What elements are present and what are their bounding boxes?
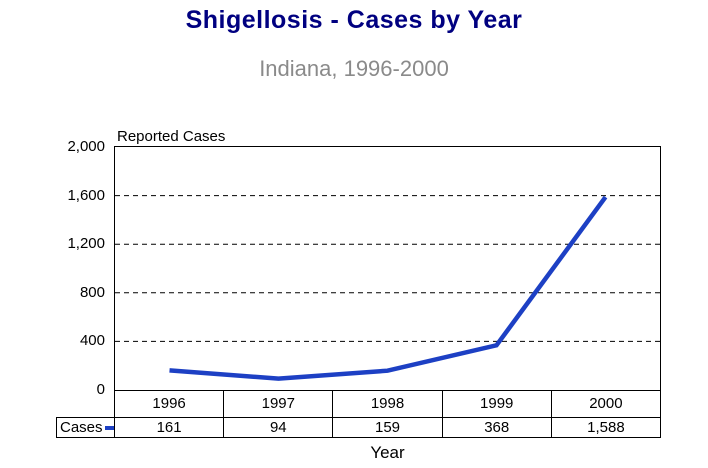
y-tick-label-800: 800 [79, 283, 105, 301]
y-tick-label-1,600: 1,600 [67, 186, 105, 204]
cases-series-line [169, 195, 608, 381]
y-tick-label-1,200: 1,200 [67, 235, 105, 253]
year-header-cell: 1996 [115, 391, 225, 417]
year-header-cell: 1998 [333, 391, 443, 417]
table-row-years: 1996 1997 1998 1999 2000 [115, 391, 660, 418]
y-tick-label-400: 400 [79, 332, 105, 350]
x-axis-title: Year [370, 443, 405, 462]
value-cell: 161 [115, 418, 225, 437]
value-cell: 94 [224, 418, 334, 437]
year-header-cell: 1999 [443, 391, 552, 417]
y-tick-label-0: 0 [96, 381, 105, 398]
chart-title: Shigellosis - Cases by Year [185, 6, 523, 34]
year-header-cell: 1997 [224, 391, 334, 417]
line-series-swatch-icon [104, 425, 114, 430]
cases-line-chart [115, 195, 660, 381]
series-legend: Cases [56, 417, 115, 438]
value-cell: 1,588 [587, 419, 625, 436]
y-axis-title: Reported Cases [117, 128, 226, 145]
value-cell: 368 [443, 418, 552, 437]
legend-label: Cases [60, 419, 103, 436]
plot-area [114, 146, 661, 391]
data-table: 1996 1997 1998 1999 2000 161 94 159 368 … [114, 391, 661, 438]
table-row-values: 161 94 159 368 1,588 [115, 418, 660, 437]
chart-subtitle: Indiana, 1996-2000 [259, 56, 449, 81]
year-header-cell: 2000 [589, 395, 623, 412]
y-tick-label-2,000: 2,000 [67, 138, 105, 155]
value-cell: 159 [333, 418, 443, 437]
